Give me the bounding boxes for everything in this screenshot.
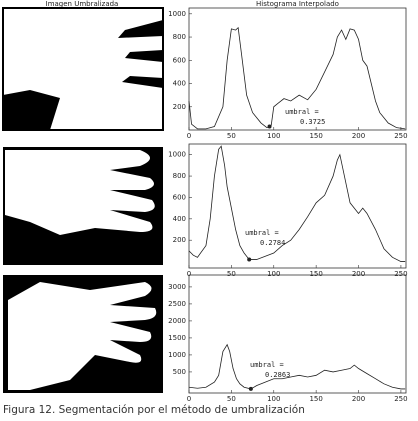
x-tick-label: 50 — [227, 395, 236, 403]
y-tick-label: 200 — [173, 103, 186, 111]
x-tick-label: 0 — [187, 395, 191, 403]
annotation: 0.3725 — [300, 118, 325, 126]
x-tick-label: 100 — [267, 395, 280, 403]
y-tick-label: 200 — [173, 236, 186, 244]
image-title: Imagen Umbralizada — [46, 0, 119, 8]
annotation: umbral = — [285, 108, 319, 116]
hand-image — [3, 147, 163, 265]
y-tick-label: 3000 — [168, 283, 186, 291]
x-tick-label: 200 — [352, 270, 365, 278]
threshold-marker — [248, 386, 253, 391]
annotation: 0.2863 — [265, 371, 290, 379]
chart-title: Histograma Interpolado — [256, 0, 339, 8]
y-tick-label: 600 — [173, 56, 186, 64]
x-tick-label: 0 — [187, 270, 191, 278]
caption: Figura 12. Segmentación por el método de… — [3, 404, 305, 416]
hand-image — [3, 275, 163, 393]
y-tick-label: 1000 — [168, 151, 186, 159]
x-tick-label: 50 — [227, 270, 236, 278]
x-tick-label: 200 — [352, 132, 365, 140]
y-tick-label: 2500 — [168, 300, 186, 308]
x-tick-label: 100 — [267, 270, 280, 278]
x-tick-label: 250 — [394, 132, 407, 140]
y-tick-label: 600 — [173, 193, 186, 201]
x-tick-label: 150 — [309, 395, 322, 403]
y-tick-label: 800 — [173, 172, 186, 180]
annotation: umbral = — [250, 361, 284, 369]
x-tick-label: 250 — [394, 270, 407, 278]
y-tick-label: 800 — [173, 33, 186, 41]
y-tick-label: 500 — [173, 368, 186, 376]
x-tick-label: 150 — [309, 270, 322, 278]
y-tick-label: 1000 — [168, 351, 186, 359]
x-tick-label: 150 — [309, 132, 322, 140]
y-tick-label: 400 — [173, 80, 186, 88]
y-tick-label: 1500 — [168, 334, 186, 342]
histogram-line — [188, 26, 406, 130]
histogram-line — [188, 343, 406, 390]
histogram-line — [188, 145, 406, 262]
x-tick-label: 250 — [394, 395, 407, 403]
plot-frame — [188, 274, 407, 394]
annotation: 0.2784 — [260, 239, 285, 247]
plot-frame — [188, 7, 407, 131]
x-tick-label: 200 — [352, 395, 365, 403]
y-tick-label: 400 — [173, 215, 186, 223]
hand-image — [2, 7, 164, 131]
threshold-marker — [247, 257, 252, 262]
threshold-marker — [267, 124, 272, 129]
x-tick-label: 50 — [227, 132, 236, 140]
x-tick-label: 100 — [267, 132, 280, 140]
annotation: umbral = — [245, 229, 279, 237]
y-tick-label: 2000 — [168, 317, 186, 325]
plot-frame — [188, 143, 407, 269]
y-tick-label: 1000 — [168, 10, 186, 18]
x-tick-label: 0 — [187, 132, 191, 140]
